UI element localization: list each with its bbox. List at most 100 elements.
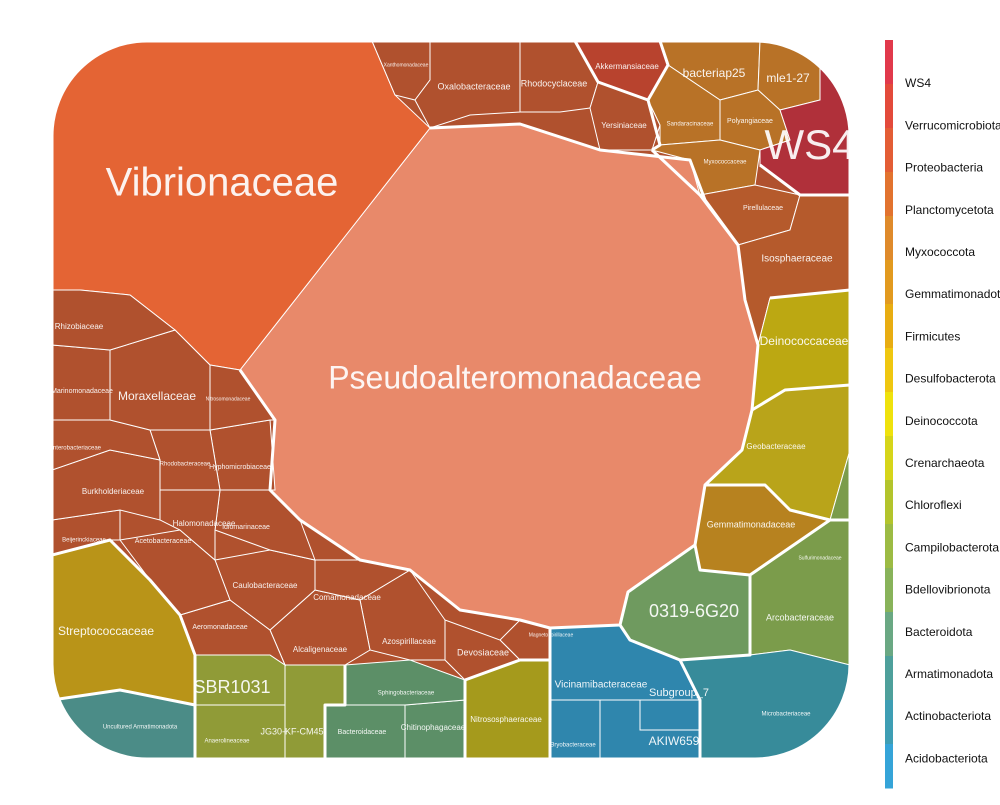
cell-rhizobiaceae	[52, 289, 177, 351]
cell-label-rhodocyclaceae: Rhodocyclaceae	[521, 78, 588, 88]
legend-swatch-firmicutes	[885, 304, 893, 349]
cell-marinomonadaceae	[52, 344, 111, 421]
legend-swatch-proteobacteria	[885, 128, 893, 173]
cell-label-bryobacteraceae: Bryobacteraceae	[550, 743, 596, 749]
cell-label-acetobacteraceae: Acetobacteraceae	[135, 538, 192, 545]
legend-swatch-armatimonadota	[885, 656, 893, 701]
phylum-border-4	[759, 163, 850, 197]
cell-label-sandaracinaceae: Sandaracinaceae	[667, 122, 714, 128]
cell-subgroup-7	[639, 699, 701, 731]
legend-label-deinococcota: Deinococcota	[905, 414, 978, 428]
legend-label-chloroflexi: Chloroflexi	[905, 498, 962, 512]
cell-label-streptococcaceae: Streptococcaceae	[58, 624, 154, 638]
legend-swatch-crenarchaeota	[885, 436, 893, 481]
cell-label-myxococcaceae: Myxococcaceae	[703, 160, 747, 166]
phylum-border-14	[323, 665, 347, 759]
legend-label-campilobacterota: Campilobacterota	[905, 540, 999, 554]
cell-label-comamonadaceae: Comamonadaceae	[313, 593, 381, 602]
cell-bryobacteraceae	[549, 699, 601, 759]
cell-label-geobacteraceae: Geobacteraceae	[746, 442, 806, 451]
cell-label-burkholderiaceae: Burkholderiaceae	[82, 487, 145, 496]
legend-swatch-campilobacterota	[885, 524, 893, 569]
cell-label-magnetospirillaceae: Magnetospirillaceae	[529, 632, 574, 638]
cell-label-xanthomonadaceae: Xanthomonadaceae	[384, 62, 429, 68]
phylum-border-5	[769, 288, 850, 300]
legend-swatch-chloroflexi	[885, 480, 893, 525]
cell-microbacteriaceae	[679, 649, 850, 759]
cell-label-rhodobacteraceae: Rhodobacteraceae	[160, 462, 211, 468]
cell-label-idiomarinaceae: Idiomarinaceae	[222, 524, 270, 531]
legend-label-desulfobacterota: Desulfobacterota	[905, 372, 996, 386]
cell-label-microbacteriaceae: Microbacteriaceae	[761, 712, 811, 718]
cell-label-gemmatimonadaceae: Gemmatimonadaceae	[707, 519, 796, 529]
legend-label-crenarchaeota: Crenarchaeota	[905, 456, 985, 470]
cell-label-subgroup-7: Subgroup_7	[649, 687, 709, 699]
legend-label-actinobacteriota: Actinobacteriota	[905, 709, 991, 723]
cell-label-caulobacteraceae: Caulobacteraceae	[233, 581, 298, 590]
legend-swatch-myxococcota	[885, 216, 893, 261]
phylum-border-8	[693, 518, 831, 577]
phylum-border-11	[678, 659, 702, 759]
legend-swatch-bdellovibrionota	[885, 568, 893, 613]
cell-label-devosiaceae: Devosiaceae	[457, 647, 509, 657]
legend-swatch-gemmatimonadota	[885, 260, 893, 305]
legend-label-verrucomicrobiota: Verrucomicrobiota	[905, 118, 1000, 132]
phylum-border-3	[650, 148, 740, 246]
legend-label-acidobacteriota: Acidobacteriota	[905, 751, 988, 765]
cell-label-sphingobacteriaceae: Sphingobacteriaceae	[378, 691, 435, 697]
cell-label-nitrosomonadaceae: Nitrosomonadaceae	[206, 396, 251, 402]
legend-label-proteobacteria: Proteobacteria	[905, 161, 983, 175]
cell-label-sbr1031: SBR1031	[193, 677, 270, 697]
legend: WS4 Verrucomicrobiota Proteobacteria Planct…	[885, 40, 1000, 789]
phylum-border-2	[646, 41, 670, 101]
cell-label-moraxellaceae: Moraxellaceae	[118, 389, 196, 403]
cell-label-beijerinckiaceae: Beijerinckiaceae	[62, 538, 106, 544]
cell-label-pirellulaceae: Pirellulaceae	[743, 205, 783, 212]
labels-layer: Pseudoalteromonadaceae Vibrionaceae WS4 031…	[49, 62, 856, 748]
legend-swatch-desulfobacterota	[885, 348, 893, 393]
cell-label-marinomonadaceae: Marinomonadaceae	[51, 388, 113, 395]
phylum-border-7	[705, 483, 850, 522]
legend-label-bacteroidota: Bacteroidota	[905, 625, 973, 639]
cell-label-enterobacteriaceae: Enterobacteriaceae	[49, 446, 102, 452]
phylum-border-16	[52, 538, 197, 656]
cells-layer	[52, 41, 850, 759]
legend-label-gemmatimonadota: Gemmatimonadota	[905, 287, 1000, 301]
cell-label-rhizobiaceae: Rhizobiaceae	[55, 322, 104, 331]
cell-label-ws4: WS4	[764, 121, 855, 168]
cell-label-chitinophagaceae: Chitinophagaceae	[401, 723, 466, 732]
cell-label-polyangiaceae: Polyangiaceae	[727, 118, 773, 125]
phylum-border-17	[52, 688, 196, 707]
phylum-border-12	[464, 658, 550, 682]
cell-label-yersiniaceae: Yersiniaceae	[601, 121, 647, 130]
legend-label-bdellovibrionota: Bdellovibrionota	[905, 583, 991, 597]
legend-swatch-acidobacteriota	[885, 744, 893, 789]
cell-label-anaerolineaceae: Anaerolineaceae	[204, 739, 250, 745]
cell-label-jg30-kf-cm45: JG30-KF-CM45	[260, 726, 323, 736]
cell-label-sulfurimonadaceae: Sulfurimonadaceae	[798, 555, 841, 561]
cell-label-nitrososphaeraceae: Nitrososphaeraceae	[470, 715, 542, 724]
cell-label-pseudoalteromonadaceae: Pseudoalteromonadaceae	[328, 359, 702, 395]
treemap-outline	[50, 39, 852, 761]
cell-label-arcobacteraceae: Arcobacteraceae	[766, 612, 834, 622]
cell-label-mle1-27: mle1-27	[766, 71, 810, 85]
cell-ws4	[759, 41, 850, 196]
cell-label-oxalobacteraceae: Oxalobacteraceae	[437, 81, 510, 91]
phylum-border-6	[751, 383, 850, 412]
cell-label-deinococcaceae: Deinococcaceae	[760, 334, 849, 348]
cell-label-isosphaeraceae: Isosphaeraceae	[761, 254, 833, 265]
cell-label-vibrionaceae: Vibrionaceae	[106, 161, 339, 205]
legend-label-myxococcota: Myxococcota	[905, 245, 975, 259]
cell-label-vicinamibacteraceae: Vicinamibacteraceae	[555, 680, 648, 691]
cell-label-aeromonadaceae: Aeromonadaceae	[192, 624, 247, 631]
cell-label-0319-6g20: 0319-6G20	[649, 601, 739, 621]
legend-label-firmicutes: Firmicutes	[905, 329, 960, 343]
cell-label-bacteriap25: bacteriap25	[683, 66, 746, 80]
cell-label-alcaligenaceae: Alcaligenaceae	[293, 645, 348, 654]
cell-label-hyphomicrobiaceae: Hyphomicrobiaceae	[209, 464, 271, 471]
cell-label-azospirillaceae: Azospirillaceae	[382, 637, 436, 646]
legend-label-ws4: WS4	[905, 76, 931, 90]
legend-swatch-planctomycetota	[885, 172, 893, 217]
